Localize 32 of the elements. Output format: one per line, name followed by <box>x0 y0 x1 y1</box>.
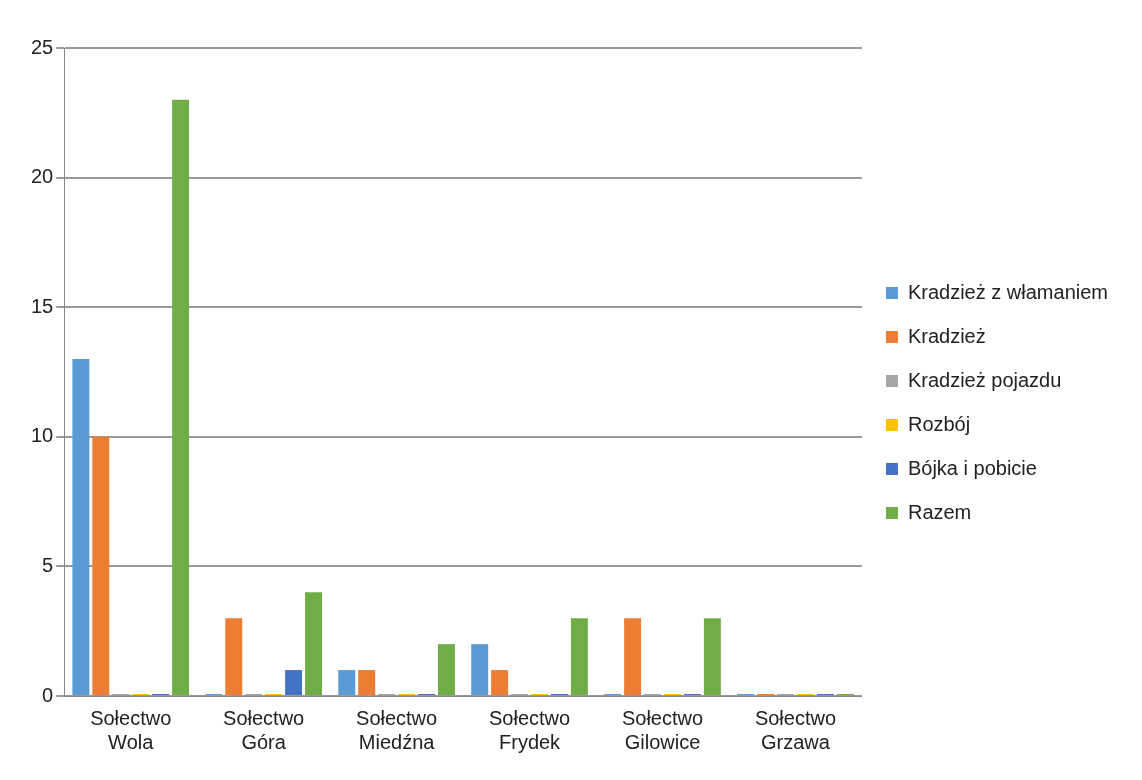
y-tick-label: 10 <box>31 424 54 447</box>
bar <box>624 618 642 695</box>
bar <box>92 436 110 695</box>
bar <box>358 670 376 695</box>
legend-label: Kradzież z włamaniem <box>907 280 1109 303</box>
bar <box>225 618 243 695</box>
y-tick-label: 15 <box>31 294 54 317</box>
x-tick-label: Sołectwo Miedźna <box>356 706 438 753</box>
y-tick-label: 0 <box>42 683 54 706</box>
legend-label: Kradzież <box>907 324 986 347</box>
legend-label: Razem <box>907 500 972 523</box>
x-tick-label: Sołectwo Góra <box>223 706 305 753</box>
bar <box>285 670 303 695</box>
legend-label: Kradzież pojazdu <box>907 368 1062 391</box>
bar <box>570 618 588 695</box>
y-tick-label: 25 <box>31 35 54 58</box>
x-tick-label: Sołectwo Wola <box>90 706 172 753</box>
x-tick-label: Sołectwo Frydek <box>488 706 571 753</box>
bar <box>72 359 90 695</box>
bar <box>338 670 356 695</box>
bar <box>703 618 721 695</box>
bar <box>438 644 455 695</box>
y-tick-label: 20 <box>31 165 54 188</box>
y-tick-label: 5 <box>42 553 54 576</box>
bar <box>491 670 509 695</box>
bar <box>172 99 190 695</box>
bar <box>305 592 322 695</box>
x-tick-label: Sołectwo Gilowice <box>621 706 704 753</box>
legend-label: Rozbój <box>907 412 971 435</box>
x-tick-label: Sołectwo Grzawa <box>754 706 837 753</box>
legend-label: Bójka i pobicie <box>907 456 1037 479</box>
bar <box>471 644 489 695</box>
